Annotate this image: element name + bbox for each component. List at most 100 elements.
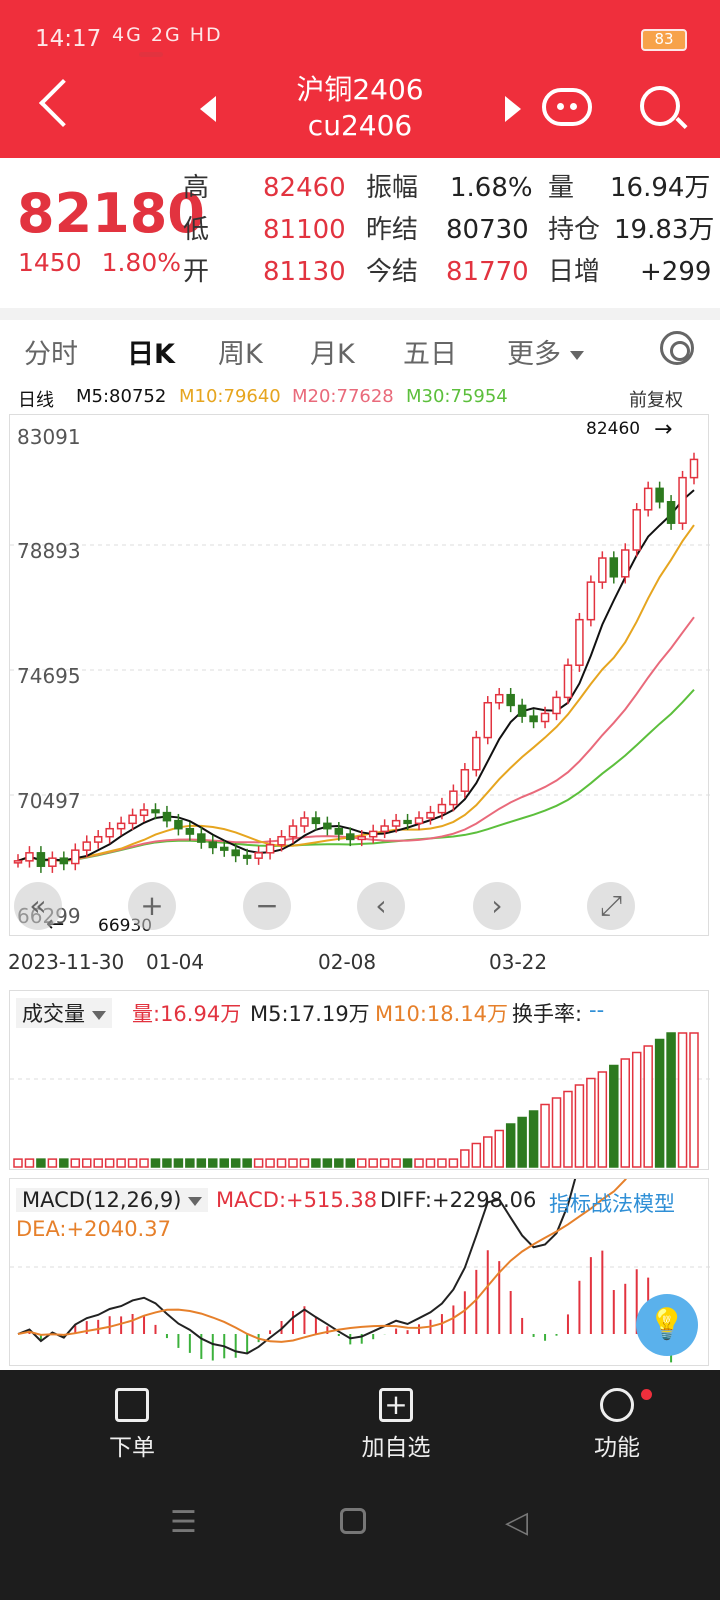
back-arrow-icon[interactable]: [38, 78, 88, 128]
tab-intraday[interactable]: 分时: [24, 339, 78, 370]
volume-bar: [356, 1158, 367, 1168]
volume-m5: M5:17.19万: [250, 1002, 370, 1026]
volume-bar: [494, 1129, 504, 1168]
previous-contract-icon[interactable]: [200, 96, 216, 122]
chevron-down-icon: [569, 351, 584, 360]
scroll-right-button[interactable]: ›: [473, 882, 521, 930]
volume-bar: [689, 1032, 699, 1168]
app-header: 14:17 4G 2G HD 83 沪铜2406 cu2406: [0, 0, 720, 158]
date-label-2: 01-04: [146, 950, 205, 974]
nav-functions[interactable]: 功能: [594, 1435, 640, 1461]
volume-svg: [10, 1032, 710, 1168]
volume-bar: [104, 1158, 115, 1168]
volume-bar: [643, 1045, 653, 1168]
settings-icon[interactable]: [660, 331, 694, 365]
volume-bar: [631, 1051, 642, 1168]
tab-weekly-k[interactable]: 周K: [218, 339, 263, 370]
volume-bar: [551, 1097, 562, 1168]
candle-body: [586, 581, 596, 621]
volume-bar: [59, 1158, 69, 1168]
fullscreen-button[interactable]: ⤢: [587, 882, 635, 930]
volume-label: 量: [548, 173, 575, 203]
volume-bar: [540, 1103, 550, 1168]
open-value: 81130: [263, 257, 346, 287]
candle-body: [414, 817, 424, 825]
amplitude-label: 振幅: [366, 173, 419, 203]
candle-body: [82, 841, 91, 851]
candle-body: [609, 557, 619, 578]
y-tick-1: 83091: [17, 425, 81, 449]
volume-bar: [299, 1158, 310, 1168]
candle-body: [288, 825, 298, 838]
legend-m30: M30:75954: [406, 386, 508, 407]
system-menu-icon[interactable]: ☰: [170, 1505, 197, 1540]
candle-body: [529, 715, 538, 723]
amplitude-value: 1.68%: [450, 173, 533, 203]
candle-body: [426, 811, 435, 819]
add-watchlist-icon[interactable]: +: [379, 1388, 413, 1422]
indicator-model-link[interactable]: 指标战法模型: [549, 1192, 675, 1216]
kline-chart[interactable]: [9, 414, 710, 936]
lightbulb-icon[interactable]: 💡: [636, 1294, 698, 1356]
volume-bar: [81, 1158, 92, 1168]
macd-chart[interactable]: [9, 1088, 710, 1366]
candle-body: [116, 822, 126, 830]
candle-body: [346, 833, 355, 841]
volume-bar: [230, 1158, 241, 1168]
tab-daily-k[interactable]: 日K: [127, 339, 175, 370]
order-icon[interactable]: [115, 1388, 149, 1422]
y-tick-3: 74695: [17, 664, 81, 688]
nav-place-order[interactable]: 下单: [109, 1435, 155, 1461]
tab-monthly-k[interactable]: 月K: [310, 339, 355, 370]
volume-bar: [414, 1158, 424, 1168]
candle-body: [231, 849, 240, 857]
system-home-icon[interactable]: [340, 1508, 366, 1534]
macd-indicator-select[interactable]: MACD(12,26,9): [16, 1188, 209, 1212]
volume-bar: [322, 1158, 333, 1168]
candle-body: [563, 664, 573, 699]
section-divider: [0, 308, 720, 320]
volume-chart[interactable]: [9, 990, 710, 1170]
volume-bar: [402, 1158, 413, 1168]
dea-value: DEA:+2040.37: [16, 1217, 171, 1241]
robot-assistant-icon[interactable]: [542, 88, 592, 126]
volume-indicator-select[interactable]: 成交量: [16, 998, 112, 1028]
volume-bar: [116, 1158, 126, 1168]
scroll-left-button[interactable]: ‹: [357, 882, 405, 930]
open-label: 开: [183, 257, 210, 287]
system-back-icon[interactable]: ◁: [505, 1505, 529, 1540]
candle-body: [323, 822, 332, 830]
ma20-line: [17, 616, 695, 862]
volume-bar: [13, 1158, 23, 1168]
volume-bar: [483, 1136, 493, 1168]
tab-more[interactable]: 更多: [507, 332, 584, 371]
rewind-button[interactable]: «: [14, 882, 62, 930]
chevron-down-icon: [91, 1010, 106, 1020]
ma10-line: [17, 524, 695, 862]
search-icon[interactable]: [640, 86, 680, 126]
nav-add-watchlist[interactable]: 加自选: [361, 1435, 431, 1461]
menu-icon[interactable]: [600, 1388, 634, 1422]
tab-five-day[interactable]: 五日: [403, 339, 457, 370]
candle-body: [621, 549, 630, 578]
volume-bar: [36, 1158, 46, 1168]
candle-body: [105, 827, 114, 838]
volume-bar: [162, 1158, 172, 1168]
candle-body: [48, 857, 57, 867]
turnover-value: --: [589, 998, 605, 1022]
price-change: 1450 1.80%: [18, 248, 181, 277]
candle-body: [483, 701, 493, 739]
adjust-mode[interactable]: 前复权: [629, 390, 683, 411]
zoom-in-button[interactable]: +: [128, 882, 176, 930]
volume-bar: [24, 1158, 35, 1168]
volume-bar: [127, 1158, 138, 1168]
volume-value: 16.94万: [610, 173, 711, 203]
macd-indicator-label: MACD(12,26,9): [22, 1188, 182, 1212]
next-contract-icon[interactable]: [505, 96, 521, 122]
low-label: 低: [183, 215, 210, 245]
volume-bar: [677, 1032, 688, 1168]
open-interest-value: 19.83万: [614, 215, 715, 245]
volume-m10: M10:18.14万: [375, 1002, 509, 1026]
volume-bar: [265, 1158, 275, 1168]
zoom-out-button[interactable]: −: [243, 882, 291, 930]
